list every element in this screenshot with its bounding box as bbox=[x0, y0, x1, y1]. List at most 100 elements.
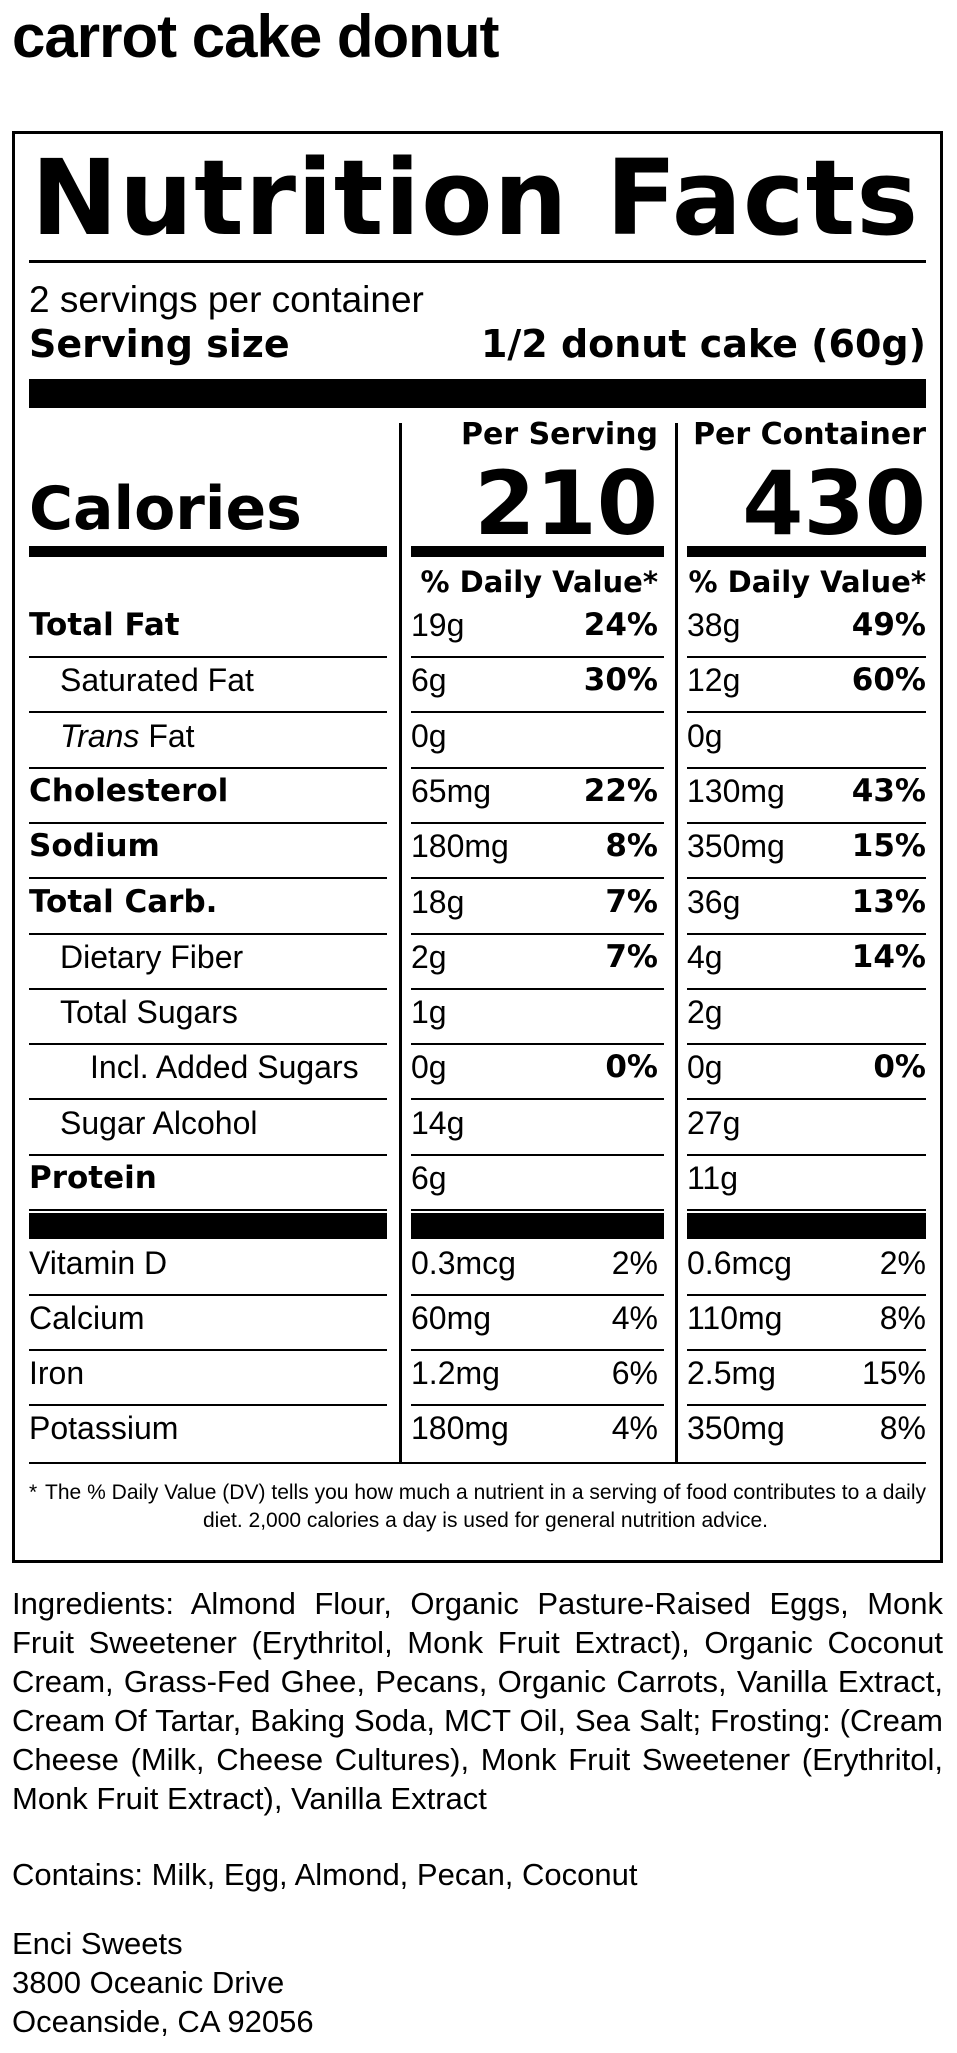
ingredients-text: Ingredients: Almond Flour, Organic Pastu… bbox=[12, 1586, 943, 1816]
company-city: Oceanside, CA 92056 bbox=[12, 2004, 314, 2039]
nutrient-name: Saturated Fat bbox=[60, 662, 254, 699]
serving-daily-value: 7% bbox=[605, 938, 658, 975]
row-divider bbox=[687, 1349, 926, 1352]
nutrient-name: Dietary Fiber bbox=[60, 938, 244, 975]
thick-rule-vitamins bbox=[29, 1213, 387, 1240]
serving-daily-value: 24% bbox=[583, 607, 658, 643]
serving-amount: 0.3mcg bbox=[411, 1245, 516, 1282]
company-street: 3800 Oceanic Drive bbox=[12, 1965, 285, 2000]
serving-amount: 60mg bbox=[411, 1300, 492, 1337]
container-daily-value: 2% bbox=[879, 1245, 926, 1282]
nutrients-row: Protein 6g 11g bbox=[15, 1156, 940, 1211]
row-divider bbox=[29, 656, 387, 658]
row-divider bbox=[29, 821, 387, 824]
serving-daily-value: 4% bbox=[611, 1410, 658, 1447]
nutrient-name-rest: Fat bbox=[139, 717, 195, 754]
row-divider bbox=[29, 932, 387, 935]
serving-amount: 65mg bbox=[411, 772, 492, 809]
container-amount: 27g bbox=[687, 1104, 741, 1141]
container-amount: 0.6mcg bbox=[687, 1245, 792, 1282]
serving-daily-value: 7% bbox=[605, 883, 658, 920]
row-divider bbox=[687, 1294, 926, 1297]
container-amount: 2.5mg bbox=[687, 1355, 776, 1392]
calories-rule-right bbox=[687, 546, 926, 557]
row-divider bbox=[687, 656, 926, 658]
row-divider bbox=[687, 1043, 926, 1046]
footnote-text: The % Daily Value (DV) tells you how muc… bbox=[45, 1481, 926, 1532]
container-daily-value: 13% bbox=[851, 883, 926, 920]
row-divider bbox=[687, 1404, 926, 1407]
serving-amount: 19g bbox=[411, 607, 465, 643]
row-divider bbox=[411, 656, 664, 658]
nutrients-row: Dietary Fiber 2g 7% 4g 14% bbox=[15, 935, 940, 990]
nutrient-name: Sodium bbox=[29, 828, 160, 865]
serving-daily-value: 30% bbox=[583, 662, 658, 699]
nutrient-name: Cholesterol bbox=[29, 772, 229, 809]
container-amount: 38g bbox=[687, 607, 741, 643]
serving-amount: 180mg bbox=[411, 828, 509, 865]
row-divider bbox=[411, 1098, 664, 1101]
container-amount: 4g bbox=[687, 938, 723, 975]
vitamins-row: Vitamin D 0.3mcg 2% 0.6mcg 2% bbox=[15, 1241, 940, 1297]
serving-amount: 180mg bbox=[411, 1410, 509, 1447]
serving-amount: 1g bbox=[411, 994, 447, 1031]
container-amount: 0g bbox=[687, 1049, 723, 1086]
calories-label: Calories bbox=[29, 474, 302, 544]
nutrient-name: Total Fat bbox=[29, 607, 180, 643]
nutrient-name: Vitamin D bbox=[29, 1245, 168, 1282]
row-divider bbox=[687, 766, 926, 769]
nutrient-name: Potassium bbox=[29, 1410, 179, 1447]
serving-size-label: Serving size bbox=[29, 322, 290, 366]
container-amount: 11g bbox=[687, 1160, 739, 1196]
row-divider bbox=[29, 987, 387, 990]
container-daily-value: 15% bbox=[861, 1355, 926, 1392]
servings-per-container: 2 servings per container bbox=[29, 279, 424, 320]
row-divider bbox=[411, 1043, 664, 1046]
container-amount: 350mg bbox=[687, 828, 785, 865]
nutrient-name: Calcium bbox=[29, 1300, 145, 1337]
container-daily-value: 49% bbox=[851, 607, 926, 643]
container-daily-value: 8% bbox=[879, 1410, 926, 1447]
calories-per-container: 430 bbox=[742, 452, 926, 555]
serving-amount: 14g bbox=[411, 1104, 465, 1141]
title-rule bbox=[29, 260, 926, 263]
row-divider bbox=[411, 932, 664, 935]
row-divider bbox=[29, 1043, 387, 1046]
allergen-statement: Contains: Milk, Egg, Almond, Pecan, Coco… bbox=[12, 1857, 638, 1892]
calories-rule-left bbox=[29, 546, 387, 557]
nutrient-name: Total Sugars bbox=[60, 994, 238, 1031]
row-divider bbox=[411, 877, 664, 880]
row-divider bbox=[687, 1098, 926, 1101]
serving-size-value: 1/2 donut cake (60g) bbox=[480, 322, 926, 366]
company-name: Enci Sweets bbox=[12, 1926, 183, 1961]
nutrient-name-italic: Trans bbox=[60, 717, 140, 754]
row-divider bbox=[29, 1098, 387, 1101]
nutrient-name: Sugar Alcohol bbox=[60, 1104, 258, 1141]
serving-amount: 1.2mg bbox=[411, 1355, 500, 1392]
serving-amount: 18g bbox=[411, 883, 465, 920]
container-daily-value: 14% bbox=[851, 938, 926, 975]
nutrients-row: Trans Fat 0g 0g bbox=[15, 714, 940, 769]
calories-rule-mid bbox=[411, 546, 664, 557]
nutrient-name: Total Carb. bbox=[29, 883, 218, 920]
vitamins-row: Calcium 60mg 4% 110mg 8% bbox=[15, 1296, 940, 1352]
thick-rule-top bbox=[29, 379, 926, 408]
container-amount: 12g bbox=[687, 662, 741, 699]
row-divider bbox=[29, 1209, 387, 1211]
row-divider bbox=[687, 821, 926, 824]
row-divider bbox=[29, 1294, 387, 1297]
row-divider bbox=[411, 987, 664, 990]
daily-value-header-serving: % Daily Value* bbox=[420, 565, 658, 599]
serving-amount: 6g bbox=[411, 1160, 447, 1196]
thick-rule-vitamins bbox=[687, 1213, 926, 1240]
serving-daily-value: 4% bbox=[611, 1300, 658, 1337]
serving-amount: 2g bbox=[411, 938, 447, 975]
row-divider bbox=[29, 1404, 387, 1407]
row-divider bbox=[411, 1209, 664, 1211]
row-divider bbox=[687, 711, 926, 714]
row-divider bbox=[411, 1153, 664, 1156]
serving-daily-value: 0% bbox=[605, 1049, 658, 1086]
row-divider bbox=[687, 1209, 926, 1211]
nutrients-row: Sodium 180mg 8% 350mg 15% bbox=[15, 824, 940, 880]
per-container-header: Per Container bbox=[693, 417, 926, 452]
